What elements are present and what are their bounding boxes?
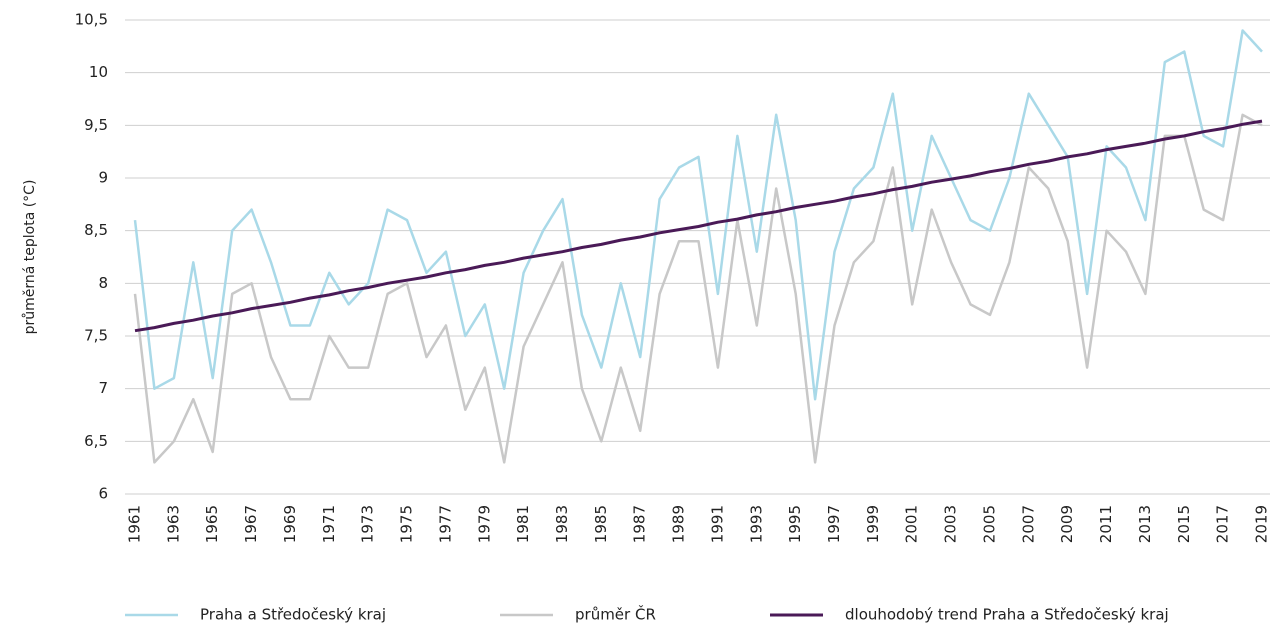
y-axis-label: průměrná teplota (°C) bbox=[22, 180, 38, 335]
x-tick-label: 1985 bbox=[592, 505, 610, 543]
x-tick-label: 1981 bbox=[514, 505, 532, 543]
x-tick-label: 1961 bbox=[126, 505, 144, 543]
x-tick-label: 1975 bbox=[398, 505, 416, 543]
legend-label: dlouhodobý trend Praha a Středočeský kra… bbox=[845, 606, 1169, 624]
y-tick-label: 9,5 bbox=[84, 116, 108, 134]
x-tick-label: 1965 bbox=[203, 505, 221, 543]
x-tick-label: 1973 bbox=[359, 505, 377, 543]
series-line bbox=[133, 29, 1263, 401]
y-tick-label: 10 bbox=[89, 63, 108, 81]
x-tick-label: 1987 bbox=[631, 505, 649, 543]
y-tick-label: 7 bbox=[98, 379, 108, 397]
x-tick-label: 2005 bbox=[980, 505, 998, 543]
x-tick-label: 1977 bbox=[436, 505, 454, 543]
series-line bbox=[133, 113, 1263, 464]
x-tick-label: 2003 bbox=[942, 505, 960, 543]
y-tick-label: 10,5 bbox=[75, 11, 108, 29]
series-line bbox=[134, 119, 1263, 333]
x-tick-label: 2011 bbox=[1097, 505, 1115, 543]
x-tick-label: 1971 bbox=[320, 505, 338, 543]
x-tick-label: 1967 bbox=[242, 505, 260, 543]
y-tick-label: 7,5 bbox=[84, 327, 108, 345]
legend-label: průměr ČR bbox=[575, 605, 656, 624]
x-tick-label: 1993 bbox=[747, 505, 765, 543]
x-tick-label: 1991 bbox=[708, 505, 726, 543]
y-tick-label: 9 bbox=[98, 169, 108, 187]
y-tick-label: 8,5 bbox=[84, 221, 108, 239]
x-tick-label: 1989 bbox=[670, 505, 688, 543]
y-tick-label: 8 bbox=[98, 274, 108, 292]
x-tick-label: 1969 bbox=[281, 505, 299, 543]
y-tick-label: 6 bbox=[98, 485, 108, 503]
x-tick-label: 2013 bbox=[1136, 505, 1154, 543]
x-tick-label: 2019 bbox=[1253, 505, 1271, 543]
legend-label: Praha a Středočeský kraj bbox=[200, 606, 386, 624]
x-tick-label: 1979 bbox=[475, 505, 493, 543]
x-tick-label: 1999 bbox=[864, 505, 882, 543]
x-tick-label: 1997 bbox=[825, 505, 843, 543]
x-tick-label: 2001 bbox=[903, 505, 921, 543]
x-tick-label: 2007 bbox=[1019, 505, 1037, 543]
x-tick-label: 2015 bbox=[1175, 505, 1193, 543]
y-tick-label: 6,5 bbox=[84, 432, 108, 450]
x-tick-label: 2009 bbox=[1058, 505, 1076, 543]
x-tick-label: 1983 bbox=[553, 505, 571, 543]
x-tick-label: 1995 bbox=[786, 505, 804, 543]
x-tick-label: 2017 bbox=[1214, 505, 1232, 543]
x-tick-label: 1963 bbox=[164, 505, 182, 543]
